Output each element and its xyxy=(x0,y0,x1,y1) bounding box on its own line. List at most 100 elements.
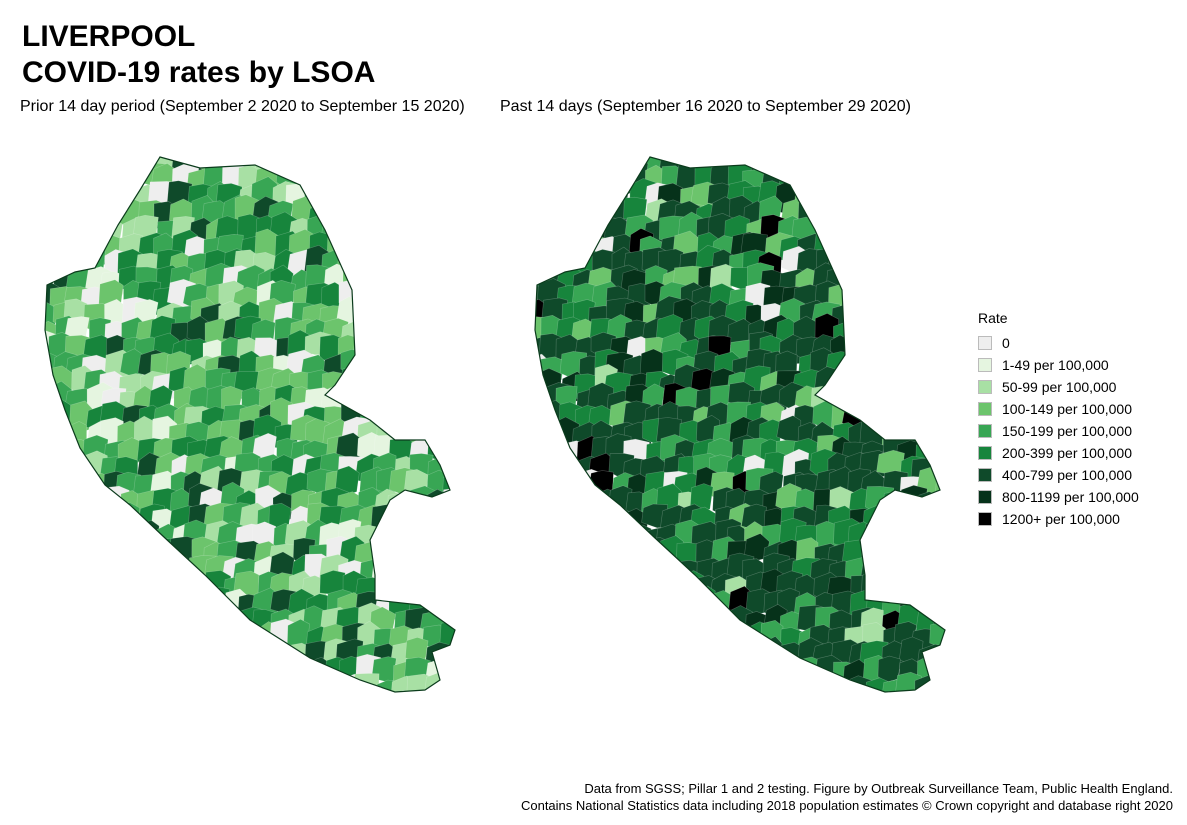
legend-swatch xyxy=(978,446,992,460)
lsoa-area xyxy=(65,521,90,550)
lsoa-area xyxy=(170,575,200,604)
lsoa-area xyxy=(558,194,586,223)
lsoa-area xyxy=(47,608,77,640)
lsoa-area xyxy=(406,234,437,261)
lsoa-area xyxy=(289,675,315,692)
lsoa-area xyxy=(620,542,648,570)
lsoa-area xyxy=(845,263,871,296)
lsoa-area xyxy=(133,520,160,548)
lsoa-area xyxy=(423,300,453,328)
lsoa-area xyxy=(443,282,455,310)
lsoa-area xyxy=(45,553,57,584)
lsoa-area xyxy=(375,249,406,279)
lsoa-area xyxy=(899,537,928,568)
lsoa-area xyxy=(358,232,382,259)
lsoa-area xyxy=(440,161,455,194)
lsoa-area xyxy=(880,157,904,176)
lsoa-area xyxy=(690,585,716,616)
lsoa-area xyxy=(152,673,175,692)
lsoa-area xyxy=(931,219,945,248)
lsoa-area xyxy=(442,423,455,454)
lsoa-area xyxy=(66,216,89,243)
lsoa-area xyxy=(535,522,549,554)
lsoa-area xyxy=(117,671,143,692)
lsoa-area xyxy=(374,164,398,200)
lsoa-area xyxy=(535,212,553,240)
lsoa-area xyxy=(841,157,870,174)
lsoa-area xyxy=(117,165,142,195)
lsoa-area xyxy=(898,370,926,398)
lsoa-area xyxy=(424,201,452,230)
lsoa-area xyxy=(711,652,737,682)
lsoa-area xyxy=(593,556,622,585)
lsoa-area xyxy=(723,663,752,692)
lsoa-area xyxy=(554,182,579,211)
lsoa-area xyxy=(930,163,945,195)
lsoa-area xyxy=(830,686,861,692)
lsoa-area xyxy=(135,688,159,692)
lsoa-area xyxy=(574,604,603,635)
lsoa-area xyxy=(322,180,347,214)
lsoa-area xyxy=(252,521,277,546)
lsoa-area xyxy=(137,639,165,672)
lsoa-area xyxy=(846,383,874,412)
legend-swatch xyxy=(978,380,992,394)
lsoa-area xyxy=(674,588,701,617)
lsoa-area xyxy=(420,322,449,353)
lsoa-area xyxy=(427,279,453,313)
left-map xyxy=(44,156,456,725)
lsoa-area xyxy=(780,157,808,182)
lsoa-area xyxy=(375,335,400,363)
lsoa-area xyxy=(409,695,435,725)
lsoa-area xyxy=(48,157,77,178)
lsoa-area xyxy=(816,179,845,213)
lsoa-area xyxy=(894,403,922,438)
lsoa-area xyxy=(623,524,652,553)
lsoa-area xyxy=(844,693,871,719)
lsoa-area xyxy=(442,450,455,481)
lsoa-area xyxy=(153,588,179,617)
lsoa-area xyxy=(405,179,434,211)
lsoa-area xyxy=(813,673,842,692)
lsoa-area xyxy=(79,160,105,191)
lsoa-area xyxy=(843,234,875,262)
lsoa-area xyxy=(537,537,563,568)
lsoa-area xyxy=(912,161,937,192)
lsoa-area xyxy=(45,572,60,603)
lsoa-area xyxy=(407,251,436,283)
lsoa-area xyxy=(537,574,565,604)
lsoa-area xyxy=(881,571,909,605)
lsoa-area xyxy=(151,607,175,634)
lsoa-area xyxy=(120,606,147,640)
lsoa-area xyxy=(850,334,876,364)
lsoa-area xyxy=(577,525,604,551)
lsoa-area xyxy=(444,264,455,294)
lsoa-area xyxy=(79,157,108,176)
lsoa-area xyxy=(47,230,75,261)
lsoa-area xyxy=(917,697,940,727)
lsoa-area xyxy=(442,316,455,344)
lsoa-area xyxy=(878,250,909,278)
lsoa-area xyxy=(849,164,874,195)
lsoa-area xyxy=(535,605,547,635)
lsoa-area xyxy=(728,689,754,692)
lsoa-area xyxy=(573,501,598,532)
lsoa-area xyxy=(303,673,326,692)
lsoa-area xyxy=(45,386,61,418)
lsoa-area xyxy=(590,621,618,648)
lsoa-area xyxy=(576,157,602,175)
lsoa-area xyxy=(389,520,416,546)
lsoa-area xyxy=(102,627,128,657)
lsoa-area xyxy=(82,536,108,565)
lsoa-area xyxy=(439,644,455,672)
lsoa-area xyxy=(337,183,367,211)
lsoa-area xyxy=(918,351,943,380)
lsoa-area xyxy=(99,157,126,176)
lsoa-area xyxy=(389,339,416,371)
lsoa-area xyxy=(850,303,875,333)
lsoa-area xyxy=(238,670,263,692)
lsoa-area xyxy=(558,504,584,536)
lsoa-area xyxy=(557,573,585,602)
legend-item: 1-49 per 100,000 xyxy=(978,354,1139,376)
lsoa-area xyxy=(535,659,554,689)
